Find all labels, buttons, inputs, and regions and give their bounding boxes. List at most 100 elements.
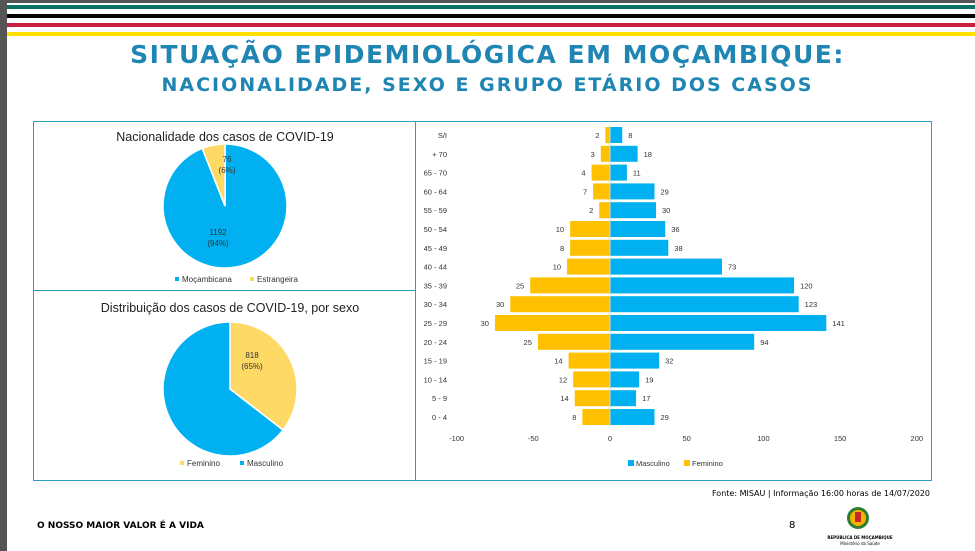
- bar-label-feminino: 14: [554, 357, 562, 366]
- bar-masculino: [610, 202, 657, 219]
- bar-masculino: [610, 183, 655, 200]
- x-tick-label: -50: [528, 434, 539, 443]
- bar-masculino: [610, 333, 755, 350]
- legend-swatch: [684, 460, 690, 466]
- bar-feminino: [599, 202, 610, 219]
- bar-masculino: [610, 296, 799, 313]
- bar-label-masculino: 141: [832, 319, 845, 328]
- age-category-label: 45 - 49: [424, 244, 447, 253]
- legend-label: Feminino: [692, 459, 723, 468]
- bar-feminino: [593, 183, 610, 200]
- coat-of-arms-logo: [846, 505, 870, 533]
- bar-masculino: [610, 409, 655, 425]
- bar-masculino: [610, 371, 640, 388]
- bar-feminino: [510, 296, 610, 313]
- left-border: [0, 0, 7, 551]
- bar-label-masculino: 73: [728, 263, 736, 272]
- logo-text-ministry: Ministério da Saúde: [840, 541, 880, 546]
- page-subtitle: NACIONALIDADE, SEXO E GRUPO ETÁRIO DOS C…: [161, 74, 814, 96]
- bar-masculino: [610, 145, 638, 162]
- age-category-label: S/I: [438, 131, 447, 140]
- top-border: [0, 0, 975, 3]
- x-tick-label: 100: [757, 434, 770, 443]
- x-tick-label: 200: [911, 434, 924, 443]
- age-category-label: 0 - 4: [432, 413, 447, 422]
- pie-slice-feminino: [229, 321, 298, 432]
- legend-swatch: [175, 277, 179, 281]
- bar-label-feminino: 2: [589, 206, 593, 215]
- bar-label-feminino: 30: [481, 319, 489, 328]
- age-category-label: 25 - 29: [424, 319, 447, 328]
- page-number: 8: [789, 520, 796, 531]
- legend-label: Feminino: [187, 459, 220, 468]
- bar-feminino: [573, 371, 610, 388]
- pie-value-label: 818: [245, 351, 259, 360]
- age-category-label: 60 - 64: [424, 187, 447, 196]
- source-note: Fonte: MISAU | Informação 16:00 horas de…: [711, 489, 930, 498]
- age-category-label: 15 - 19: [424, 357, 447, 366]
- bar-masculino: [610, 239, 669, 256]
- bar-masculino: [610, 277, 795, 294]
- slogan: O NOSSO MAIOR VALOR É A VIDA: [37, 521, 204, 531]
- age-category-label: 30 - 34: [424, 300, 447, 309]
- age-category-label: + 70: [432, 150, 447, 159]
- bar-label-masculino: 38: [674, 244, 682, 253]
- bar-label-feminino: 8: [572, 413, 576, 422]
- x-tick-label: -100: [449, 434, 464, 443]
- pie-pct-label: (6%): [219, 166, 236, 175]
- bar-label-masculino: 36: [671, 225, 679, 234]
- bar-label-masculino: 17: [642, 394, 650, 403]
- bar-feminino: [570, 239, 610, 256]
- bar-label-feminino: 2: [595, 131, 599, 140]
- pie-pct-label: (65%): [241, 362, 263, 371]
- bar-label-masculino: 8: [628, 131, 632, 140]
- bar-masculino: [610, 127, 623, 143]
- bar-feminino: [591, 164, 610, 181]
- bar-masculino: [610, 258, 722, 275]
- stripe-yellow: [7, 32, 975, 36]
- age-category-label: 20 - 24: [424, 338, 447, 347]
- page-title: SITUAÇÃO EPIDEMIOLÓGICA EM MOÇAMBIQUE:: [130, 40, 845, 69]
- bar-label-masculino: 18: [644, 150, 652, 159]
- bar-feminino: [530, 277, 610, 294]
- bar-masculino: [610, 352, 660, 369]
- stripe-green: [7, 5, 975, 9]
- bar-label-feminino: 7: [583, 187, 587, 196]
- bar-label-masculino: 29: [660, 187, 668, 196]
- bar-label-masculino: 19: [645, 375, 653, 384]
- age-category-label: 50 - 54: [424, 225, 447, 234]
- bar-masculino: [610, 221, 666, 237]
- bar-label-masculino: 30: [662, 206, 670, 215]
- bar-feminino: [494, 315, 610, 331]
- legend-swatch: [180, 461, 184, 465]
- bar-label-feminino: 14: [560, 394, 568, 403]
- bar-label-feminino: 25: [516, 281, 524, 290]
- bar-feminino: [600, 145, 610, 162]
- pie-slice-masculino: [162, 321, 285, 457]
- age-category-label: 10 - 14: [424, 375, 447, 384]
- pie-title: Distribuição dos casos de COVID-19, por …: [101, 301, 359, 315]
- pie-title: Nacionalidade dos casos de COVID-19: [116, 130, 334, 144]
- bar-feminino: [605, 127, 610, 143]
- bar-label-feminino: 25: [524, 338, 532, 347]
- legend-label: Masculino: [636, 459, 670, 468]
- bar-label-masculino: 32: [665, 357, 673, 366]
- stripe-black: [7, 14, 975, 18]
- bar-label-feminino: 4: [581, 169, 585, 178]
- bar-label-feminino: 10: [556, 225, 564, 234]
- age-category-label: 5 - 9: [432, 394, 447, 403]
- age-category-label: 55 - 59: [424, 206, 447, 215]
- bar-label-feminino: 12: [559, 375, 567, 384]
- legend-swatch: [628, 460, 634, 466]
- bar-label-feminino: 30: [496, 300, 504, 309]
- legend-label: Moçambicana: [182, 275, 232, 284]
- bar-label-masculino: 11: [633, 169, 641, 178]
- x-tick-label: 150: [834, 434, 847, 443]
- legend-label: Masculino: [247, 459, 284, 468]
- bar-label-feminino: 8: [560, 244, 564, 253]
- age-category-label: 65 - 70: [424, 169, 447, 178]
- bar-feminino: [574, 390, 610, 407]
- bar-label-masculino: 94: [760, 338, 768, 347]
- stripe-red: [7, 23, 975, 27]
- logo-text-republic: REPÚBLICA DE MOÇAMBIQUE: [827, 535, 893, 540]
